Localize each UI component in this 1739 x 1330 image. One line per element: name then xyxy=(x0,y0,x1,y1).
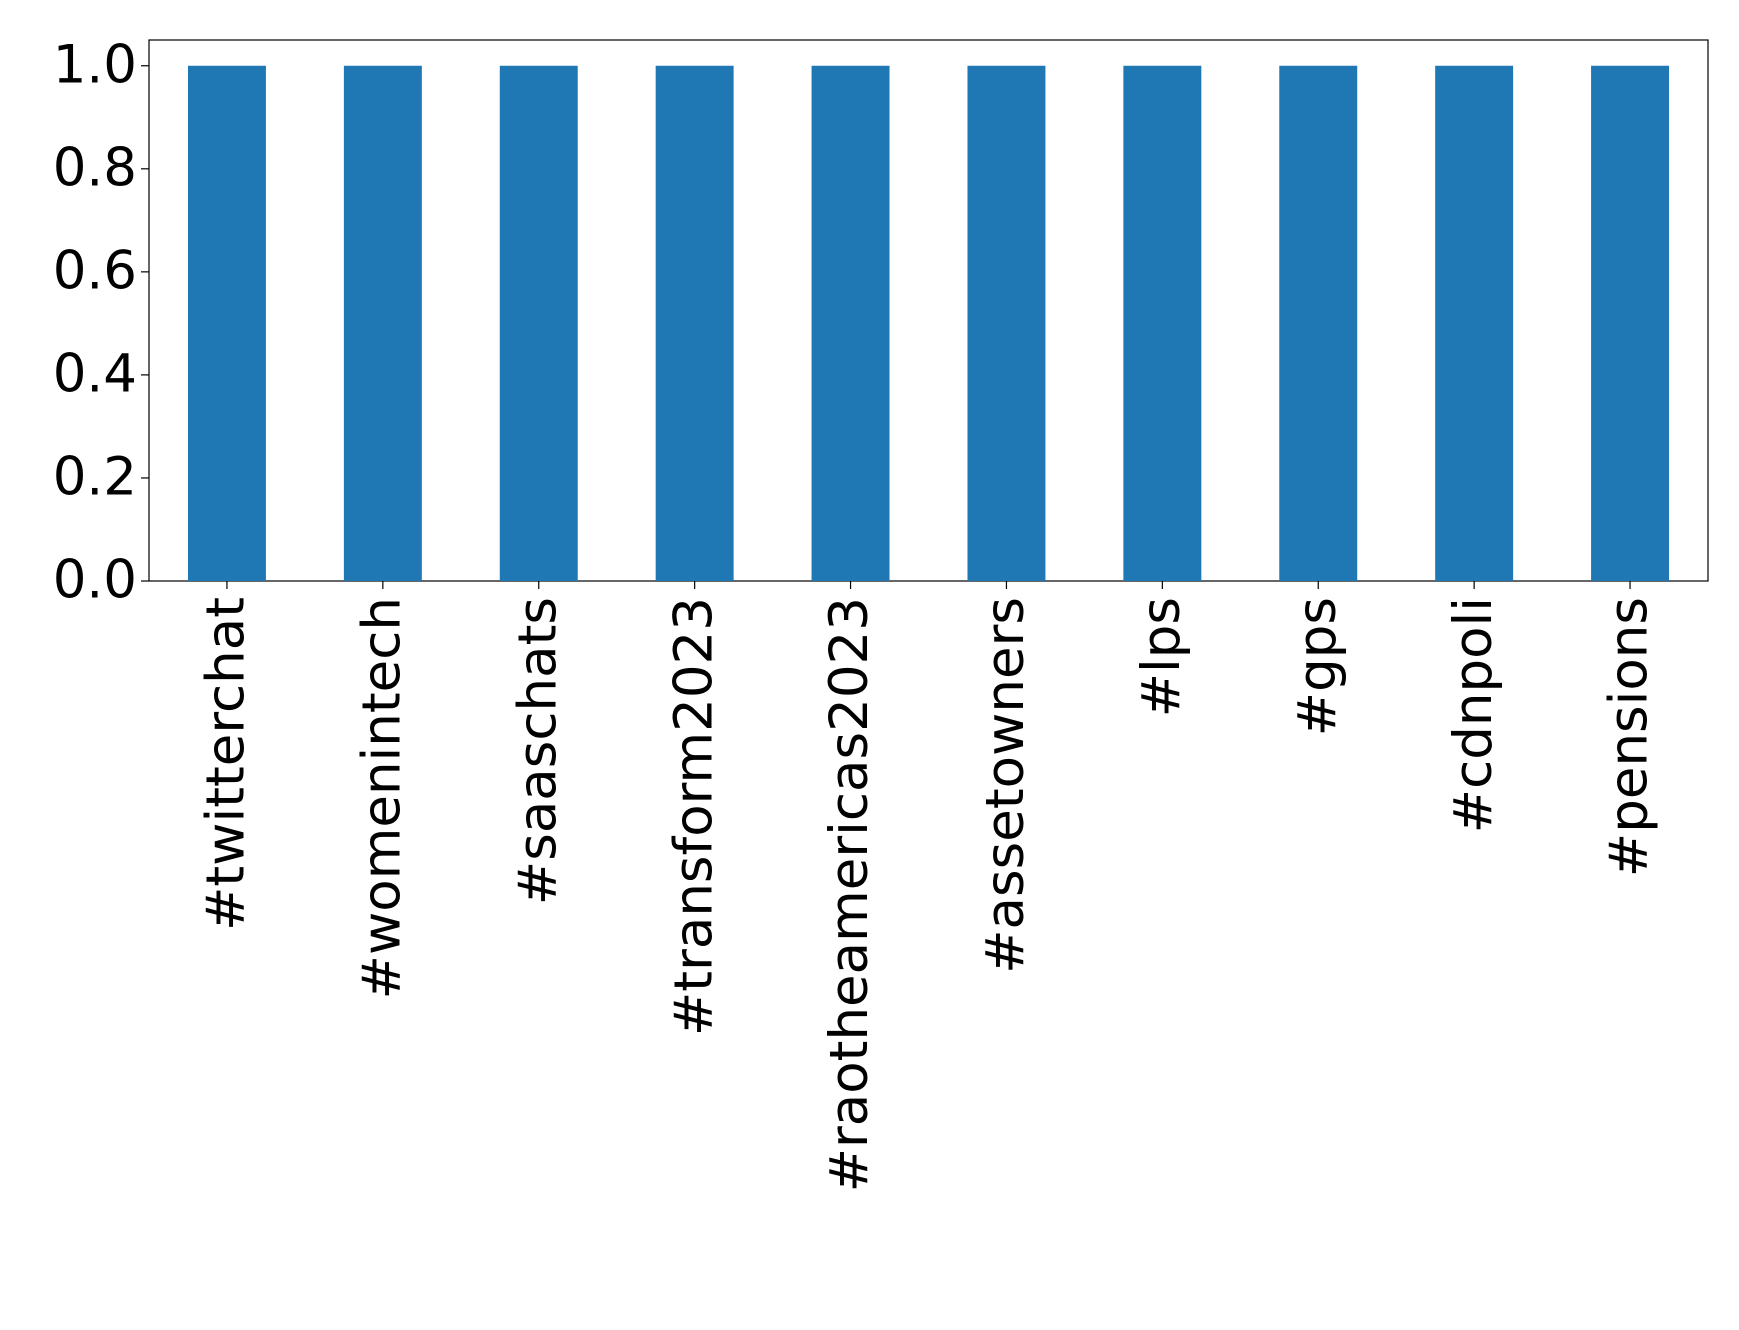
y-tick-label: 0.6 xyxy=(53,240,137,301)
bar xyxy=(1279,65,1358,581)
bar xyxy=(811,65,890,581)
bar xyxy=(343,65,422,581)
bar xyxy=(1123,65,1202,581)
x-tick-label: #assetowners xyxy=(975,597,1036,974)
x-tick-label: #pensions xyxy=(1599,597,1660,877)
y-tick-label: 1.0 xyxy=(53,34,137,95)
x-tick-label: #womenintech xyxy=(351,597,412,999)
x-tick-label: #twitterchat xyxy=(196,597,257,931)
plot-frame xyxy=(148,39,1709,582)
x-tick-label: #saaschats xyxy=(507,597,568,905)
x-tick-label: #raotheamericas2023 xyxy=(819,597,880,1192)
bar xyxy=(967,65,1046,581)
y-tick-label: 0.2 xyxy=(53,447,137,508)
x-tick-label: #transform2023 xyxy=(663,597,724,1036)
y-tick-label: 0.0 xyxy=(53,550,137,611)
x-tick-label: #cdnpoli xyxy=(1443,597,1504,833)
bar xyxy=(1591,65,1670,581)
x-tick-label: #lps xyxy=(1131,597,1192,717)
y-tick-label: 0.8 xyxy=(53,137,137,198)
bar xyxy=(499,65,578,581)
y-tick-label: 0.4 xyxy=(53,344,137,405)
bar xyxy=(187,65,266,581)
bar xyxy=(1435,65,1514,581)
bar xyxy=(655,65,734,581)
x-tick-label: #gps xyxy=(1287,597,1348,736)
